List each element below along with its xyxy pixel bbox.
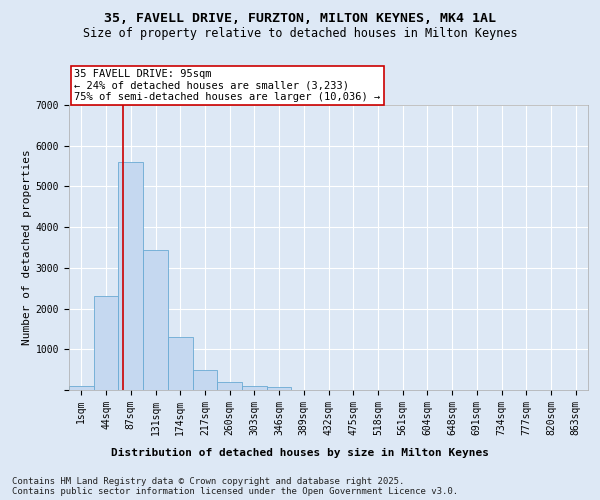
Bar — [193, 370, 217, 390]
Bar — [168, 337, 193, 390]
Text: 35 FAVELL DRIVE: 95sqm
← 24% of detached houses are smaller (3,233)
75% of semi-: 35 FAVELL DRIVE: 95sqm ← 24% of detached… — [74, 69, 380, 102]
Bar — [69, 386, 94, 390]
Bar — [217, 382, 242, 390]
Text: 35, FAVELL DRIVE, FURZTON, MILTON KEYNES, MK4 1AL: 35, FAVELL DRIVE, FURZTON, MILTON KEYNES… — [104, 12, 496, 26]
Text: Contains public sector information licensed under the Open Government Licence v3: Contains public sector information licen… — [12, 488, 458, 496]
Text: Contains HM Land Registry data © Crown copyright and database right 2025.: Contains HM Land Registry data © Crown c… — [12, 478, 404, 486]
Bar — [94, 296, 118, 390]
Y-axis label: Number of detached properties: Number of detached properties — [22, 150, 32, 346]
Bar — [143, 250, 168, 390]
Text: Size of property relative to detached houses in Milton Keynes: Size of property relative to detached ho… — [83, 28, 517, 40]
Text: Distribution of detached houses by size in Milton Keynes: Distribution of detached houses by size … — [111, 448, 489, 458]
Bar — [267, 387, 292, 390]
Bar — [118, 162, 143, 390]
Bar — [242, 386, 267, 390]
